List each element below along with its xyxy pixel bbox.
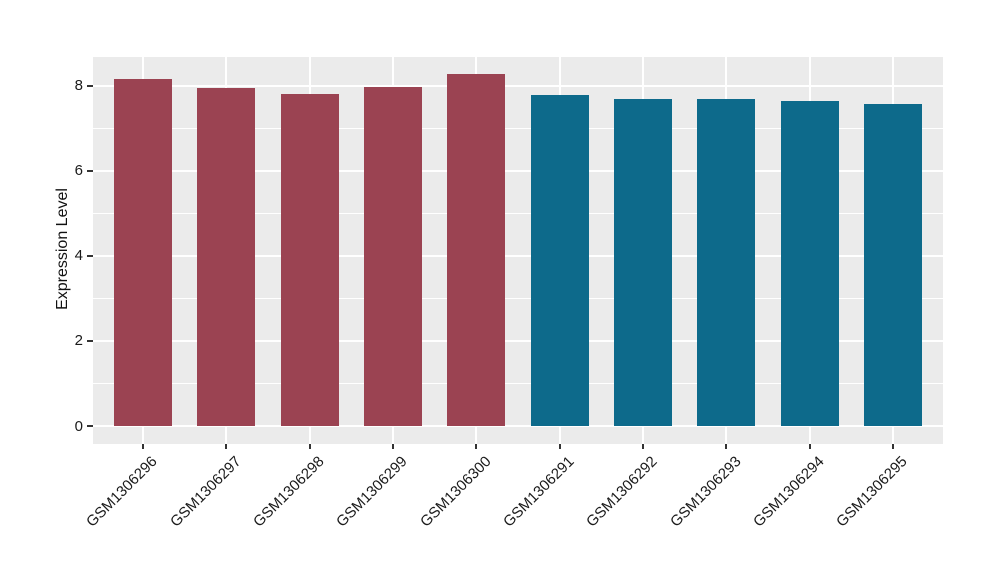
bar-GSM1306296 xyxy=(113,78,173,427)
y-tick-label-2: 2 xyxy=(74,332,83,350)
x-tick-label-GSM1306297: GSM1306297 xyxy=(166,453,245,531)
x-tick-label-GSM1306299: GSM1306299 xyxy=(333,453,412,531)
x-tick-label-GSM1306296: GSM1306296 xyxy=(83,453,162,531)
y-tick-label-4: 4 xyxy=(74,247,83,265)
gridline-major-y2 xyxy=(93,339,943,342)
x-tick-mark-GSM1306291 xyxy=(558,444,561,449)
y-tick-mark-2 xyxy=(87,339,93,342)
gridline-minor-y1 xyxy=(93,383,943,385)
y-tick-mark-6 xyxy=(87,169,93,172)
x-tick-mark-GSM1306292 xyxy=(642,444,644,449)
y-tick-label-8: 8 xyxy=(74,77,83,95)
x-tick-label-GSM1306291: GSM1306291 xyxy=(500,453,578,531)
y-tick-label-6: 6 xyxy=(74,162,83,180)
x-tick-mark-GSM1306297 xyxy=(225,444,228,449)
bar-GSM1306291 xyxy=(530,94,589,427)
bar-GSM1306300 xyxy=(447,74,506,427)
gridline-major-y4 xyxy=(93,254,943,257)
bar-GSM1306297 xyxy=(197,88,256,427)
bar-GSM1306293 xyxy=(697,99,756,427)
gridline-major-y0 xyxy=(93,425,943,428)
y-tick-mark-0 xyxy=(87,425,93,428)
x-tick-mark-GSM1306294 xyxy=(808,444,811,449)
y-tick-mark-8 xyxy=(87,84,93,87)
bar-GSM1306295 xyxy=(863,104,923,427)
gridline-minor-y7 xyxy=(93,127,943,129)
x-tick-label-GSM1306293: GSM1306293 xyxy=(666,453,745,531)
x-tick-label-GSM1306300: GSM1306300 xyxy=(416,453,495,531)
plot-panel xyxy=(93,57,943,444)
gridline-minor-y5 xyxy=(93,212,943,214)
x-tick-mark-GSM1306295 xyxy=(892,444,894,449)
bar-GSM1306294 xyxy=(780,101,839,427)
y-tick-label-0: 0 xyxy=(74,417,83,435)
x-tick-label-GSM1306295: GSM1306295 xyxy=(833,453,912,531)
x-tick-mark-GSM1306299 xyxy=(392,444,394,449)
x-tick-mark-GSM1306293 xyxy=(725,444,728,449)
gridline-minor-y3 xyxy=(93,297,943,299)
bar-GSM1306292 xyxy=(613,98,673,427)
bar-GSM1306299 xyxy=(363,87,423,427)
x-tick-label-GSM1306292: GSM1306292 xyxy=(583,453,662,531)
x-tick-mark-GSM1306300 xyxy=(475,444,478,449)
x-tick-label-GSM1306298: GSM1306298 xyxy=(250,453,328,531)
x-tick-mark-GSM1306296 xyxy=(142,444,144,449)
y-tick-mark-4 xyxy=(87,254,93,257)
x-tick-mark-GSM1306298 xyxy=(308,444,311,449)
bar-GSM1306298 xyxy=(280,94,339,427)
gridline-major-y6 xyxy=(93,169,943,172)
x-tick-label-GSM1306294: GSM1306294 xyxy=(750,453,828,531)
gridline-major-y8 xyxy=(93,84,943,87)
